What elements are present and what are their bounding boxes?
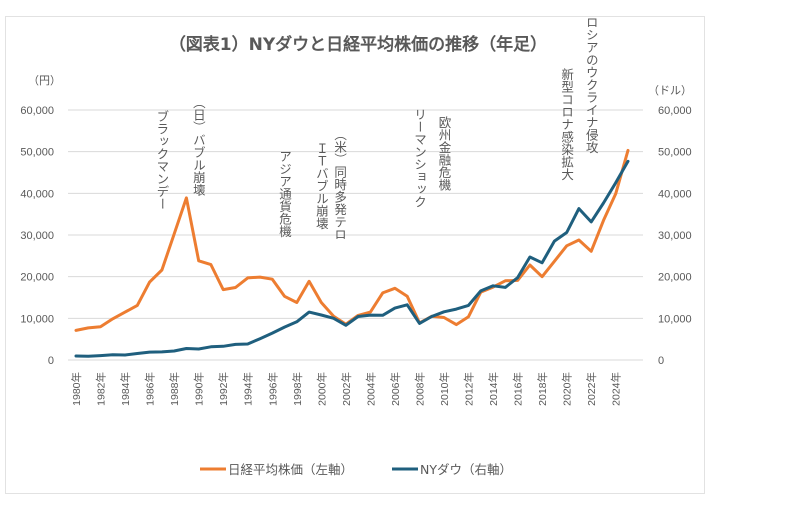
annotation-label: ロシアのウクライナ侵攻 xyxy=(584,16,599,154)
left-tick-label: 30,000 xyxy=(20,230,54,242)
x-tick-label: 1980年 xyxy=(70,372,83,406)
left-tick-label: 20,000 xyxy=(20,272,54,284)
x-tick-label: 2012年 xyxy=(463,372,476,406)
annotation-label: アジア通貨危機 xyxy=(277,150,292,238)
x-tick-label: 2008年 xyxy=(413,372,426,406)
x-tick-label: 2002年 xyxy=(340,372,353,406)
x-tick-label: 1996年 xyxy=(266,372,279,406)
annotation-label: ＩＴバブル崩壊 xyxy=(314,142,329,230)
right-axis-ticks: 0 10,000 20,000 30,000 40,000 50,000 60,000 xyxy=(658,105,692,367)
left-axis-ticks: 0 10,000 20,000 30,000 40,000 50,000 60,000 xyxy=(20,105,54,367)
x-tick-label: 2006年 xyxy=(389,372,402,406)
right-tick-label: 20,000 xyxy=(658,272,692,284)
annotation-label: （米）同時多発テロ xyxy=(332,128,347,241)
x-axis-ticks: 1980年 1982年 1984年 1986年 1988年 1990年 1992年 1994年… xyxy=(70,372,623,406)
annotation-label: 新型コロナ感染拡大 xyxy=(559,67,574,181)
annotation-label: ブラックマンデー xyxy=(154,109,169,210)
annotation-label: リーマンショック xyxy=(412,108,427,208)
x-tick-label: 1994年 xyxy=(242,372,255,406)
x-tick-label: 1988年 xyxy=(168,372,181,406)
x-tick-label: 1986年 xyxy=(144,372,157,406)
x-tick-label: 1998年 xyxy=(291,372,304,406)
annotation-label: （日）バブル崩壊 xyxy=(191,96,206,197)
left-tick-label: 60,000 xyxy=(20,105,54,117)
series-line-nydow xyxy=(74,159,630,358)
chart-frame xyxy=(5,16,705,494)
x-tick-label: 2010年 xyxy=(438,372,451,406)
legend-label: 日経平均株価（左軸） xyxy=(228,462,353,477)
x-tick-label: 1984年 xyxy=(119,372,132,406)
x-tick-label: 1982年 xyxy=(95,372,108,406)
left-tick-label: 40,000 xyxy=(20,188,54,200)
x-tick-label: 2024年 xyxy=(610,372,623,406)
right-tick-label: 60,000 xyxy=(658,105,692,117)
legend: 日経平均株価（左軸） NYダウ（右軸） xyxy=(200,462,512,477)
right-tick-label: 0 xyxy=(658,355,664,367)
left-tick-label: 10,000 xyxy=(20,313,54,325)
annotations: ブラックマンデー （日）バブル崩壊アジア通貨危機 ＩＴバブル崩壊 （米）同時多発テロ リ… xyxy=(154,16,598,241)
x-tick-label: 2020年 xyxy=(561,372,574,406)
x-tick-label: 2022年 xyxy=(585,372,598,406)
chart-title: （図表1）NYダウと日経平均株価の推移（年足） xyxy=(169,34,547,55)
right-tick-label: 40,000 xyxy=(658,188,692,200)
x-tick-label: 2000年 xyxy=(315,372,328,406)
legend-label: NYダウ（右軸） xyxy=(420,462,512,477)
series-lines xyxy=(74,148,630,358)
right-axis-unit: （ドル） xyxy=(648,84,692,97)
x-tick-label: 2014年 xyxy=(487,372,500,406)
right-tick-label: 10,000 xyxy=(658,313,692,325)
gridlines xyxy=(68,109,643,361)
x-tick-label: 2018年 xyxy=(536,372,549,406)
right-tick-label: 30,000 xyxy=(658,230,692,242)
x-tick-label: 1992年 xyxy=(217,372,230,406)
left-axis-unit: （円） xyxy=(28,74,61,87)
right-tick-label: 50,000 xyxy=(658,147,692,159)
left-tick-label: 50,000 xyxy=(20,147,54,159)
x-tick-label: 2016年 xyxy=(512,372,525,406)
annotation-label: 欧州金融危機 xyxy=(437,116,452,191)
left-tick-label: 0 xyxy=(48,355,54,367)
x-tick-label: 2004年 xyxy=(364,372,377,406)
x-tick-label: 1990年 xyxy=(193,372,206,406)
